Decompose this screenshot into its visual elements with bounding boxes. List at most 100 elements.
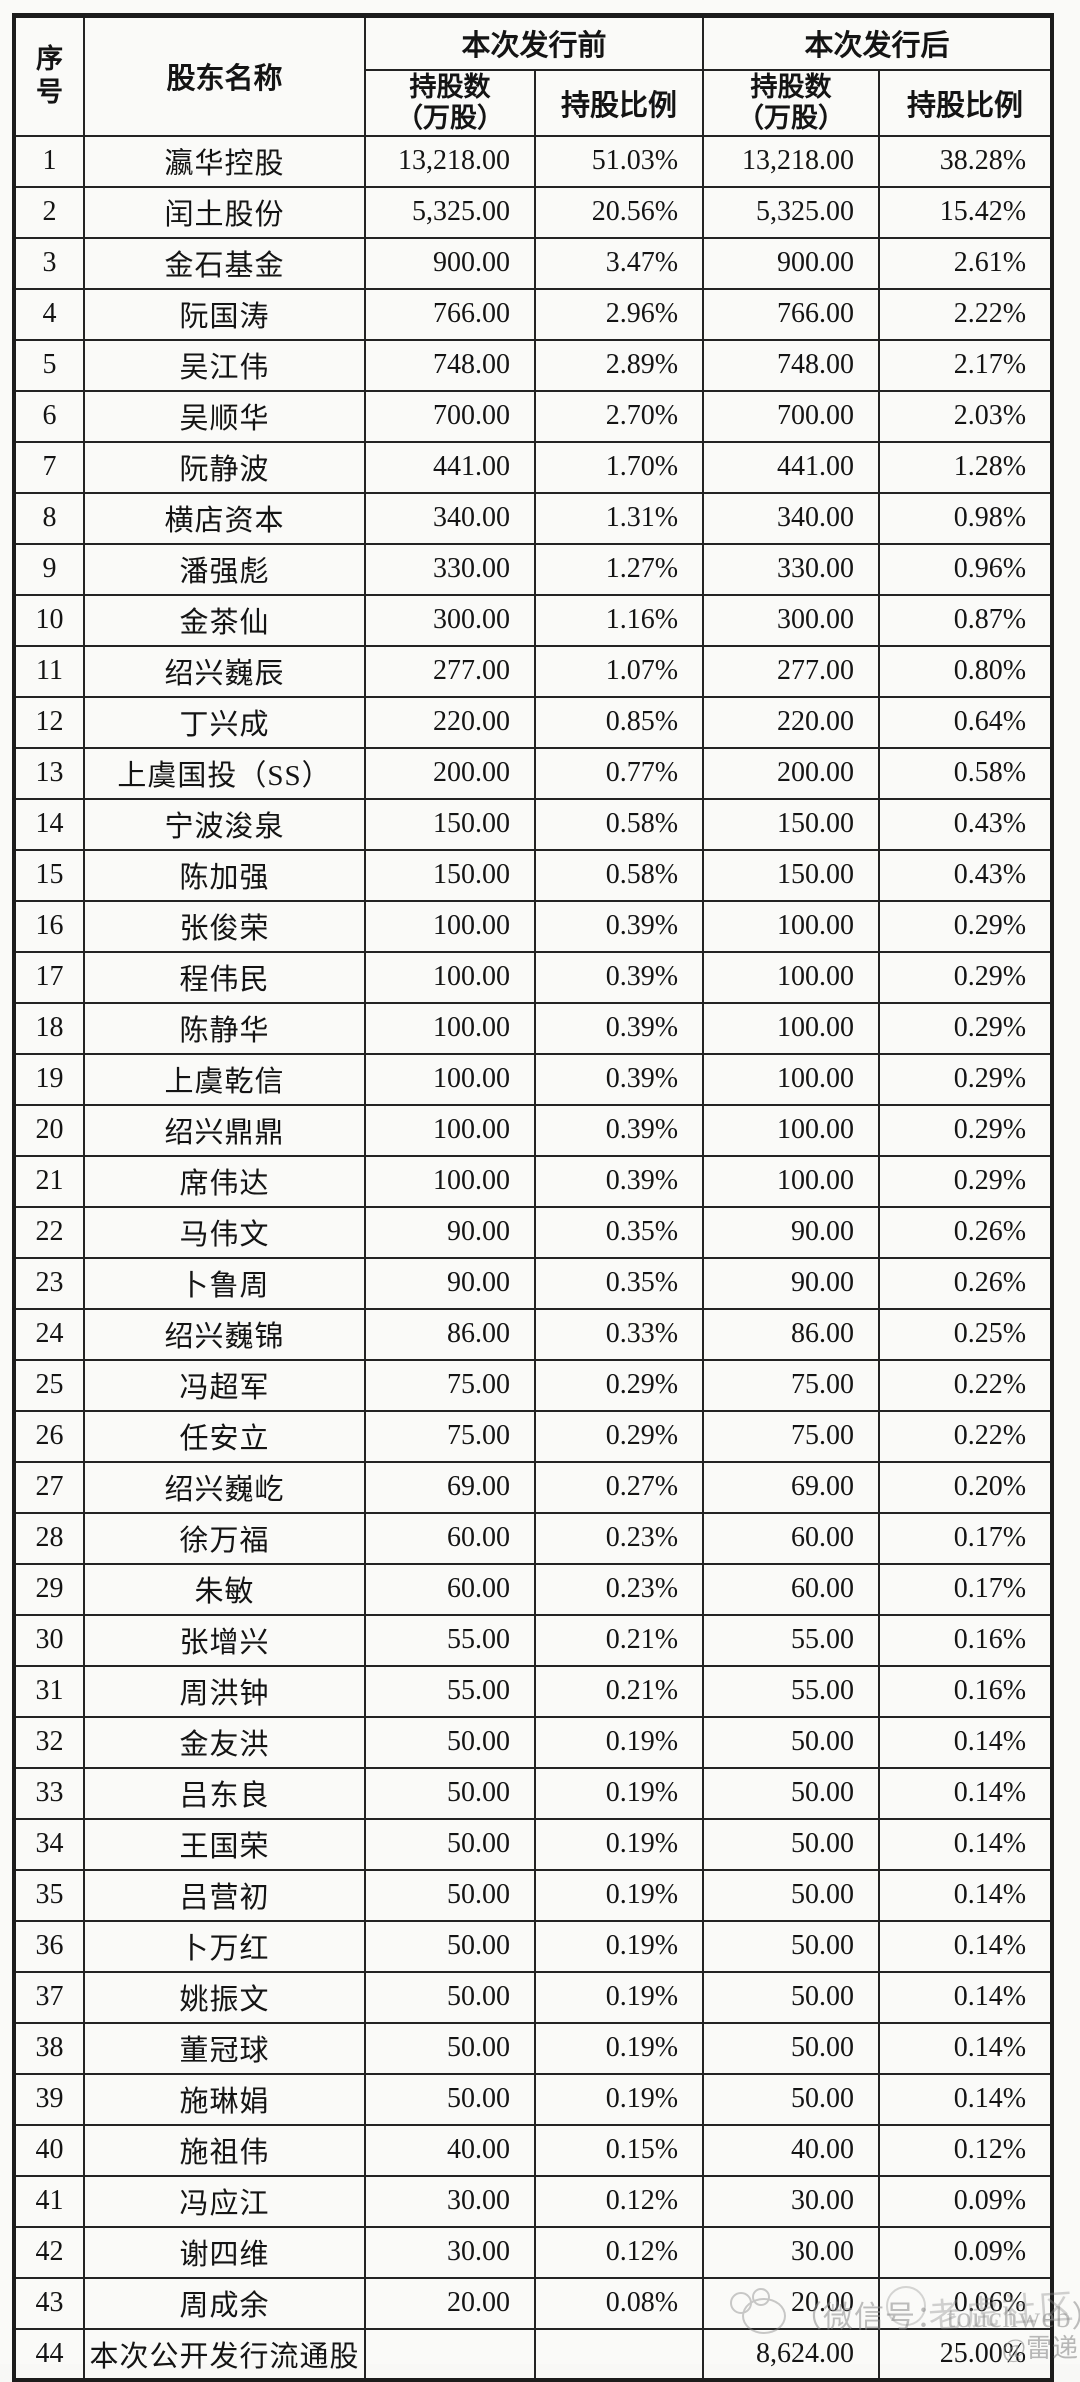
table-row: 15 陈加强 150.00 0.58% 150.00 0.43% bbox=[13, 848, 1054, 902]
table-row: 3 金石基金 900.00 3.47% 900.00 2.61% bbox=[13, 236, 1054, 290]
shareholder-name-cell: 卜鲁周 bbox=[83, 1256, 366, 1310]
ratio-after-cell: 0.98% bbox=[878, 491, 1054, 545]
row-no-cell: 16 bbox=[13, 899, 85, 953]
shares-before-cell: 100.00 bbox=[364, 950, 536, 1004]
ratio-before-cell: 0.39% bbox=[533, 950, 705, 1004]
row-no-cell: 32 bbox=[13, 1715, 85, 1769]
ratio-before-cell: 0.35% bbox=[533, 1256, 705, 1310]
row-no-cell: 36 bbox=[13, 1919, 85, 1973]
ratio-after-cell: 2.61% bbox=[878, 236, 1054, 290]
shareholder-name-cell: 施祖伟 bbox=[83, 2123, 366, 2177]
shareholder-name-cell: 潘强彪 bbox=[83, 542, 366, 596]
ratio-after-cell: 1.28% bbox=[878, 440, 1054, 494]
ratio-before-cell: 2.96% bbox=[533, 287, 705, 341]
row-no-cell: 33 bbox=[13, 1766, 85, 1820]
shareholder-name-cell: 姚振文 bbox=[83, 1970, 366, 2024]
ratio-after-cell: 0.14% bbox=[878, 1715, 1054, 1769]
ratio-before-cell: 0.23% bbox=[533, 1511, 705, 1565]
ratio-before-cell: 0.19% bbox=[533, 1715, 705, 1769]
shares-after-cell: 50.00 bbox=[702, 2072, 881, 2126]
shares-before-cell: 50.00 bbox=[364, 1970, 536, 2024]
ratio-before-cell: 0.85% bbox=[533, 695, 705, 749]
header-shareholder-name: 股东名称 bbox=[83, 14, 366, 137]
shares-after-cell: 55.00 bbox=[702, 1664, 881, 1718]
header-shares-after: 持股数 （万股） bbox=[702, 68, 881, 137]
ratio-after-cell: 0.16% bbox=[878, 1613, 1054, 1667]
shareholder-name-cell: 马伟文 bbox=[83, 1205, 366, 1259]
ratio-before-cell: 0.29% bbox=[533, 1358, 705, 1412]
ratio-before-cell: 0.12% bbox=[533, 2225, 705, 2279]
shares-after-cell: 86.00 bbox=[702, 1307, 881, 1361]
ratio-before-cell: 0.33% bbox=[533, 1307, 705, 1361]
row-no-cell: 37 bbox=[13, 1970, 85, 2024]
ratio-before-cell: 0.19% bbox=[533, 1868, 705, 1922]
ratio-after-cell: 0.14% bbox=[878, 1868, 1054, 1922]
table-row: 38 董冠球 50.00 0.19% 50.00 0.14% bbox=[13, 2021, 1054, 2075]
shares-after-cell: 100.00 bbox=[702, 1001, 881, 1055]
ratio-before-cell: 1.07% bbox=[533, 644, 705, 698]
shares-before-cell: 700.00 bbox=[364, 389, 536, 443]
shares-after-cell: 50.00 bbox=[702, 1970, 881, 2024]
shares-after-cell: 8,624.00 bbox=[702, 2327, 881, 2381]
table-row: 25 冯超军 75.00 0.29% 75.00 0.22% bbox=[13, 1358, 1054, 1412]
table-row: 41 冯应江 30.00 0.12% 30.00 0.09% bbox=[13, 2174, 1054, 2228]
shareholder-name-cell: 陈加强 bbox=[83, 848, 366, 902]
shareholder-name-cell: 丁兴成 bbox=[83, 695, 366, 749]
shareholder-name-cell: 吕东良 bbox=[83, 1766, 366, 1820]
table-row: 20 绍兴鼎鼎 100.00 0.39% 100.00 0.29% bbox=[13, 1103, 1054, 1157]
shares-after-cell: 100.00 bbox=[702, 950, 881, 1004]
ratio-before-cell: 0.39% bbox=[533, 1001, 705, 1055]
ratio-before-cell: 0.35% bbox=[533, 1205, 705, 1259]
shares-after-cell: 900.00 bbox=[702, 236, 881, 290]
shareholder-name-cell: 任安立 bbox=[83, 1409, 366, 1463]
table-row: 32 金友洪 50.00 0.19% 50.00 0.14% bbox=[13, 1715, 1054, 1769]
shares-before-cell: 50.00 bbox=[364, 1817, 536, 1871]
shareholder-name-cell: 张俊荣 bbox=[83, 899, 366, 953]
header-group-after: 本次发行后 bbox=[702, 14, 1054, 71]
shareholder-name-cell: 谢四维 bbox=[83, 2225, 366, 2279]
row-no-cell: 7 bbox=[13, 440, 85, 494]
row-no-cell: 34 bbox=[13, 1817, 85, 1871]
table-row: 12 丁兴成 220.00 0.85% 220.00 0.64% bbox=[13, 695, 1054, 749]
shares-before-cell: 55.00 bbox=[364, 1613, 536, 1667]
shareholder-name-cell: 阮国涛 bbox=[83, 287, 366, 341]
shares-before-cell: 300.00 bbox=[364, 593, 536, 647]
header-ratio-before: 持股比例 bbox=[533, 68, 705, 137]
ratio-before-cell: 1.31% bbox=[533, 491, 705, 545]
ratio-before-cell: 0.19% bbox=[533, 1919, 705, 1973]
row-no-cell: 13 bbox=[13, 746, 85, 800]
ratio-before-cell: 0.15% bbox=[533, 2123, 705, 2177]
row-no-cell: 18 bbox=[13, 1001, 85, 1055]
shareholder-name-cell: 陈静华 bbox=[83, 1001, 366, 1055]
table-row: 9 潘强彪 330.00 1.27% 330.00 0.96% bbox=[13, 542, 1054, 596]
ratio-after-cell: 38.28% bbox=[878, 134, 1054, 188]
ratio-after-cell: 0.14% bbox=[878, 1817, 1054, 1871]
ratio-after-cell: 0.22% bbox=[878, 1358, 1054, 1412]
shares-before-cell: 150.00 bbox=[364, 848, 536, 902]
shares-after-cell: 200.00 bbox=[702, 746, 881, 800]
shares-before-cell: 277.00 bbox=[364, 644, 536, 698]
shareholder-name-cell: 董冠球 bbox=[83, 2021, 366, 2075]
shares-before-cell: 220.00 bbox=[364, 695, 536, 749]
ratio-after-cell: 0.14% bbox=[878, 2072, 1054, 2126]
shareholder-name-cell: 吴顺华 bbox=[83, 389, 366, 443]
ratio-after-cell: 15.42% bbox=[878, 185, 1054, 239]
shares-before-cell: 100.00 bbox=[364, 1154, 536, 1208]
shares-before-cell: 900.00 bbox=[364, 236, 536, 290]
shareholder-name-cell: 绍兴巍锦 bbox=[83, 1307, 366, 1361]
table-row: 5 吴江伟 748.00 2.89% 748.00 2.17% bbox=[13, 338, 1054, 392]
ratio-before-cell: 0.39% bbox=[533, 899, 705, 953]
shareholder-name-cell: 吕营初 bbox=[83, 1868, 366, 1922]
ratio-after-cell: 0.58% bbox=[878, 746, 1054, 800]
shares-after-cell: 90.00 bbox=[702, 1205, 881, 1259]
table-row: 28 徐万福 60.00 0.23% 60.00 0.17% bbox=[13, 1511, 1054, 1565]
shares-after-cell: 13,218.00 bbox=[702, 134, 881, 188]
table-row: 11 绍兴巍辰 277.00 1.07% 277.00 0.80% bbox=[13, 644, 1054, 698]
shareholder-name-cell: 冯应江 bbox=[83, 2174, 366, 2228]
ratio-after-cell: 0.16% bbox=[878, 1664, 1054, 1718]
ratio-after-cell: 0.14% bbox=[878, 1766, 1054, 1820]
ratio-after-cell: 0.43% bbox=[878, 848, 1054, 902]
ratio-before-cell: 0.21% bbox=[533, 1664, 705, 1718]
ratio-before-cell: 0.19% bbox=[533, 2021, 705, 2075]
shares-after-cell: 50.00 bbox=[702, 1817, 881, 1871]
